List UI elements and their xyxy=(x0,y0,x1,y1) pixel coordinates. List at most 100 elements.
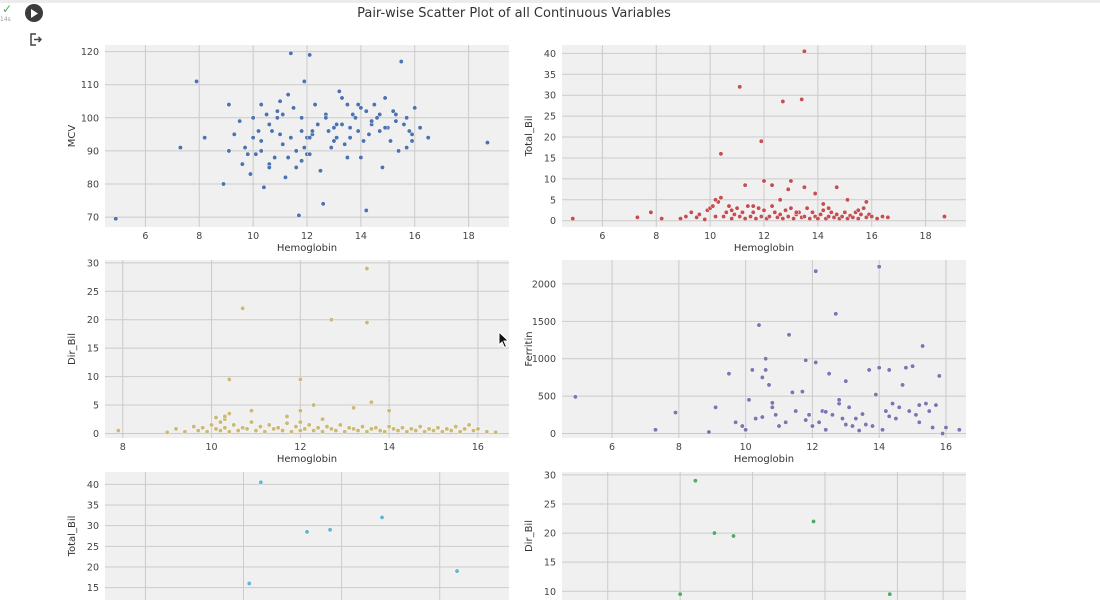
y-tick-label: 25 xyxy=(544,112,556,123)
data-point xyxy=(307,151,313,157)
data-point xyxy=(222,425,228,431)
y-axis-label: Total_Bil xyxy=(67,516,78,558)
data-point xyxy=(320,429,325,435)
data-point xyxy=(115,428,121,434)
data-point xyxy=(940,431,946,436)
y-tick-label: 25 xyxy=(544,500,556,511)
data-point xyxy=(311,402,317,408)
data-point xyxy=(280,141,286,147)
data-point xyxy=(351,426,357,432)
data-point xyxy=(266,422,272,428)
y-tick-label: 20 xyxy=(544,529,556,540)
data-point xyxy=(379,164,385,170)
data-point xyxy=(288,135,294,141)
plot-area xyxy=(105,260,509,438)
data-point xyxy=(307,52,313,58)
data-point xyxy=(285,92,291,98)
data-point xyxy=(213,415,219,420)
data-point xyxy=(364,266,370,271)
output-exit-icon[interactable] xyxy=(29,33,42,46)
run-cell-button[interactable] xyxy=(25,4,43,22)
scatter-panel-6: 10 15 20 25 30 Dir_Bil xyxy=(524,470,966,600)
data-point xyxy=(471,428,476,434)
data-point xyxy=(302,426,308,432)
data-point xyxy=(839,214,845,219)
x-tick-label: 18 xyxy=(920,231,932,242)
y-tick-label: 120 xyxy=(81,47,99,58)
data-point xyxy=(769,203,775,209)
data-point xyxy=(404,145,410,151)
data-point xyxy=(339,95,345,101)
data-point xyxy=(740,209,745,215)
data-point xyxy=(221,181,226,187)
cell-top-border xyxy=(0,0,1100,3)
data-point xyxy=(324,424,330,430)
data-point xyxy=(297,376,303,382)
data-point xyxy=(793,408,799,414)
data-point xyxy=(812,191,818,196)
data-point xyxy=(237,118,243,124)
data-point xyxy=(250,135,256,141)
y-tick-label: 1000 xyxy=(532,354,556,365)
data-point xyxy=(355,428,361,434)
data-point xyxy=(873,392,879,398)
y-tick-label: 35 xyxy=(87,501,99,512)
data-point xyxy=(866,367,872,373)
data-point xyxy=(761,207,767,213)
y-tick-label: 30 xyxy=(87,521,99,532)
data-point xyxy=(683,214,689,219)
data-point xyxy=(448,428,454,434)
data-point xyxy=(280,112,286,117)
data-point xyxy=(284,420,290,426)
data-point xyxy=(395,428,401,434)
data-point xyxy=(913,412,919,418)
data-point xyxy=(718,151,724,157)
data-point xyxy=(856,428,862,433)
x-tick-label: 8 xyxy=(653,231,659,242)
data-point xyxy=(457,429,463,435)
y-tick-label: 500 xyxy=(538,392,556,403)
data-point xyxy=(726,203,732,209)
y-tick-label: 10 xyxy=(544,174,556,185)
y-axis-label: Dir_Bil xyxy=(67,333,78,365)
data-point xyxy=(876,264,882,270)
data-point xyxy=(355,102,361,108)
data-point xyxy=(327,527,333,533)
y-tick-label: 70 xyxy=(87,213,99,224)
data-point xyxy=(780,216,786,222)
data-point xyxy=(209,422,214,428)
data-point xyxy=(776,423,782,429)
data-point xyxy=(485,140,490,146)
y-tick-label: 30 xyxy=(544,91,556,102)
data-point xyxy=(766,382,772,388)
y-tick-label: 30 xyxy=(544,470,556,481)
data-point xyxy=(226,148,232,154)
data-point xyxy=(400,425,405,431)
data-point xyxy=(713,197,718,203)
data-point xyxy=(444,426,450,432)
y-tick-label: 10 xyxy=(87,372,99,383)
x-axis-label: Hemoglobin xyxy=(734,454,794,465)
data-point xyxy=(826,205,832,211)
y-tick-label: 2000 xyxy=(532,279,556,290)
y-tick-label: 110 xyxy=(81,80,99,91)
data-point xyxy=(266,121,272,127)
data-point xyxy=(956,427,962,433)
data-point xyxy=(772,209,778,215)
data-point xyxy=(677,591,683,597)
data-point xyxy=(734,205,740,211)
data-point xyxy=(320,416,325,422)
y-tick-label: 5 xyxy=(93,401,99,412)
data-point xyxy=(659,216,665,222)
data-point xyxy=(876,365,882,371)
data-point xyxy=(404,429,410,435)
data-point xyxy=(943,425,949,430)
data-point xyxy=(355,128,361,134)
data-point xyxy=(258,102,264,108)
data-point xyxy=(293,148,299,154)
x-tick-label: 18 xyxy=(463,231,475,242)
data-point xyxy=(803,357,809,363)
data-point xyxy=(358,155,364,160)
data-point xyxy=(368,426,374,432)
x-tick-label: 16 xyxy=(940,442,952,453)
